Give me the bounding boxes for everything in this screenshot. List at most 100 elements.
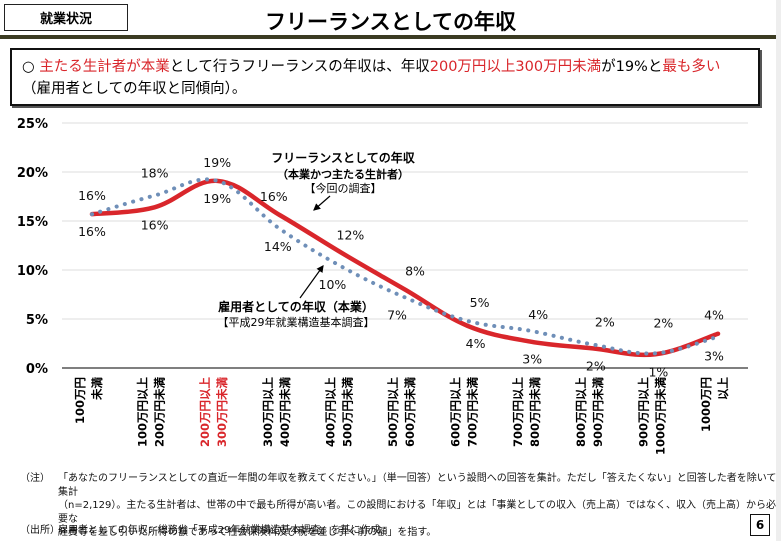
x-tick-line: 500万円以上 — [386, 377, 400, 448]
data-label-freelance: 19% — [203, 191, 231, 206]
data-label-freelance: 12% — [337, 227, 365, 242]
x-tick-line: 300万円以上 — [261, 377, 275, 448]
summary-highlight: 主たる生計者が本業 — [39, 59, 170, 75]
summary-segment: （雇用者としての年収と同傾向）。 — [22, 81, 247, 97]
x-tick-line: 400万円未満 — [278, 377, 292, 448]
x-tick-line: 600万円以上 — [449, 377, 463, 448]
series-line-employee — [90, 177, 720, 356]
x-tick-line: 以上 — [716, 377, 730, 400]
source-text: 雇用者としての年収：総務省「平成29年就業構造基本調査」を基に作成。 — [58, 525, 391, 536]
data-label-employee: 18% — [141, 166, 169, 181]
x-tick-line: 900万円以上 — [636, 377, 650, 448]
data-label-freelance: 2% — [586, 358, 606, 373]
data-label-freelance: 16% — [141, 217, 169, 232]
summary-highlight: 最も多い — [662, 59, 721, 75]
x-tick-label: 600万円以上 700万円未満 — [449, 377, 480, 448]
data-label-employee: 5% — [470, 295, 490, 310]
freelance-annotation-source: 【今回の調査】 — [305, 181, 382, 195]
freelance-annotation-subtitle: （本業かつ主たる生計者） — [277, 167, 409, 181]
data-label-employee: 2% — [595, 314, 615, 329]
x-tick-label: 200万円以上 300万円未満 — [198, 377, 229, 448]
data-label-freelance: 1% — [648, 364, 668, 379]
summary-highlight: 200万円以上300万円未満 — [429, 59, 602, 75]
y-tick-label: 20% — [17, 166, 48, 181]
data-label-freelance: 16% — [260, 189, 288, 204]
summary-box: ○ 主たる生計者が本業として行うフリーランスの年収は、年収200万円以上300万… — [10, 48, 760, 106]
y-axis-ticks: 0% 5% 10% 15% 20% 25% — [17, 117, 48, 377]
data-label-freelance: 16% — [78, 224, 106, 239]
x-tick-line: 300万円未満 — [215, 377, 229, 448]
summary-segment: として行うフリーランスの年収は、年収 — [169, 59, 430, 75]
window-edge — [776, 0, 781, 541]
data-labels: 16% 16% 16% 18% 19% 19% 16% 14% 12% 10% 8% 7% 4% 5% 3%… — [78, 155, 724, 379]
y-tick-label: 5% — [26, 313, 48, 328]
data-label-employee: 2% — [653, 315, 673, 330]
x-tick-line: 200万円未満 — [153, 377, 167, 448]
source-note: （出所） 雇用者としての年収：総務省「平成29年就業構造基本調査」を基に作成。 — [20, 521, 390, 536]
data-label-freelance: 4% — [704, 308, 724, 323]
x-tick-line: 600万円未満 — [403, 377, 417, 448]
y-tick-label: 25% — [17, 117, 48, 132]
x-tick-label: 800万円以上 900万円未満 — [574, 377, 605, 448]
freelance-annotation-title: フリーランスとしての年収 — [271, 150, 415, 165]
x-tick-label: 100万円 未満 — [73, 377, 104, 425]
x-tick-line: 700万円以上 — [511, 377, 525, 448]
x-tick-line: 500万円未満 — [340, 377, 354, 448]
data-label-employee: 19% — [203, 155, 231, 170]
source-tag: （出所） — [20, 525, 60, 536]
x-tick-line: 1000万円 — [699, 377, 713, 432]
x-tick-line: 900万円未満 — [591, 377, 605, 448]
x-tick-line: 100万円以上 — [136, 377, 150, 448]
x-tick-line: 未満 — [90, 377, 104, 401]
data-label-employee: 4% — [528, 307, 548, 322]
data-label-employee: 16% — [78, 188, 106, 203]
note-tag: （注） — [20, 473, 50, 484]
bullet-icon: ○ — [22, 59, 35, 75]
y-tick-label: 10% — [17, 264, 48, 279]
employee-annotation-arrow — [299, 265, 324, 299]
data-label-employee: 7% — [387, 307, 407, 322]
x-tick-line: 400万円以上 — [323, 377, 337, 448]
data-label-freelance: 3% — [522, 352, 542, 367]
summary-text: 主たる生計者が本業として行うフリーランスの年収は、年収200万円以上300万円未… — [22, 59, 720, 97]
x-tick-label: 1000万円 以上 — [699, 377, 730, 433]
series-line-freelance — [89, 178, 721, 358]
annotations: フリーランスとしての年収 （本業かつ主たる生計者） 【今回の調査】 雇用者として… — [218, 150, 416, 329]
title-divider — [0, 35, 776, 39]
data-label-employee: 3% — [704, 349, 724, 364]
summary-segment: が19%と — [601, 59, 663, 75]
note-line: （n=2,129）。主たる生計者は、世帯の中で最も所得が高い者。この設問における… — [58, 500, 777, 525]
employee-annotation-title: 雇用者としての年収（本業） — [218, 299, 374, 314]
x-tick-label: 300万円以上 400万円未満 — [261, 377, 292, 448]
note-line: 「あなたのフリーランスとしての直近一年間の年収を教えてください。」（単一回答）と… — [58, 473, 777, 498]
freelance-annotation-arrow — [313, 195, 331, 211]
gridlines — [62, 122, 748, 369]
x-tick-label: 900万円以上 1000万円未満 — [636, 377, 667, 456]
data-label-employee: 10% — [319, 277, 347, 292]
x-tick-line: 100万円 — [73, 377, 87, 424]
data-label-employee: 14% — [264, 239, 292, 254]
employee-annotation-source: 【平成29年就業構造基本調査】 — [218, 315, 375, 329]
y-tick-label: 15% — [17, 215, 48, 230]
x-tick-line: 200万円以上 — [198, 377, 212, 448]
x-tick-label: 500万円以上 600万円未満 — [386, 377, 417, 448]
x-tick-label: 400万円以上 500万円未満 — [323, 377, 354, 448]
y-tick-label: 0% — [26, 362, 48, 377]
page-title: フリーランスとしての年収 — [265, 10, 516, 34]
x-tick-line: 800万円以上 — [574, 377, 588, 448]
category-label: 就業状況 — [4, 4, 128, 31]
x-tick-label: 100万円以上 200万円未満 — [136, 377, 167, 448]
series-lines — [89, 177, 721, 358]
x-tick-line: 700万円未満 — [466, 377, 480, 448]
footnotes: （注） 「あなたのフリーランスとしての直近一年間の年収を教えてください。」（単一… — [20, 472, 781, 540]
x-tick-line: 1000万円未満 — [653, 377, 667, 456]
x-axis: 100万円 未満 100万円以上 200万円未満 200万円以上 300万円未満 300万円… — [73, 377, 730, 456]
category-label-text: 就業状況 — [39, 12, 92, 27]
x-tick-label: 700万円以上 800万円未満 — [511, 377, 542, 448]
line-chart: 0%5%10%15%20%25% 100万円 未満 100万円以上 200万円未満 20… — [17, 117, 748, 456]
note-line: 経費等を差し引いた所得の額であって社会保険料及び税を差し引く前の額」を指す。 — [58, 527, 437, 538]
x-tick-line: 800万円未満 — [528, 377, 542, 448]
page-number: 6 — [750, 514, 770, 536]
data-label-freelance: 8% — [405, 264, 425, 279]
data-label-freelance: 4% — [466, 336, 486, 351]
